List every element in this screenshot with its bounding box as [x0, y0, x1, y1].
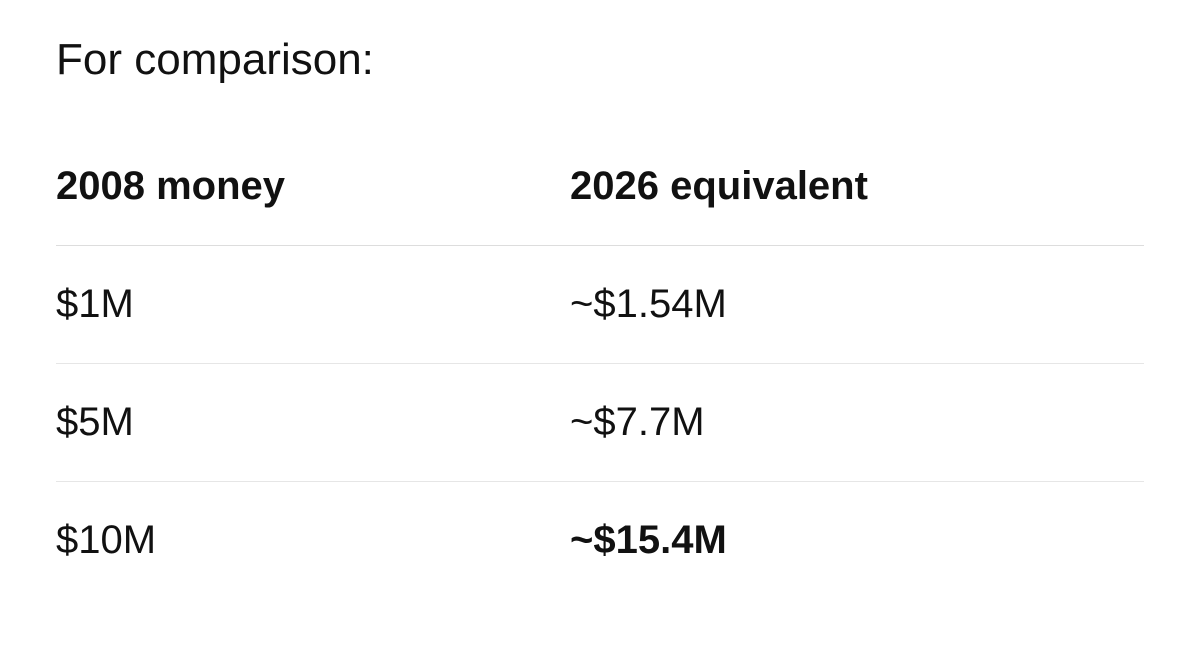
table-cell: $5M [56, 400, 134, 444]
table-cell: $1M [56, 282, 134, 326]
table-header: 2008 money 2026 equivalent [56, 128, 1144, 246]
table-cell: ~$7.7M [570, 400, 705, 444]
table-row: $5M ~$7.7M [56, 364, 1144, 482]
table-row: $1M ~$1.54M [56, 246, 1144, 364]
table-cell: ~$15.4M [570, 518, 727, 562]
header-cell: 2026 equivalent [570, 164, 868, 208]
table-row: $10M ~$15.4M [56, 482, 1144, 599]
table-cell: $10M [56, 518, 157, 562]
heading: For comparison: [56, 35, 374, 84]
table-cell: ~$1.54M [570, 282, 727, 326]
header-cell: 2008 money [56, 164, 286, 208]
